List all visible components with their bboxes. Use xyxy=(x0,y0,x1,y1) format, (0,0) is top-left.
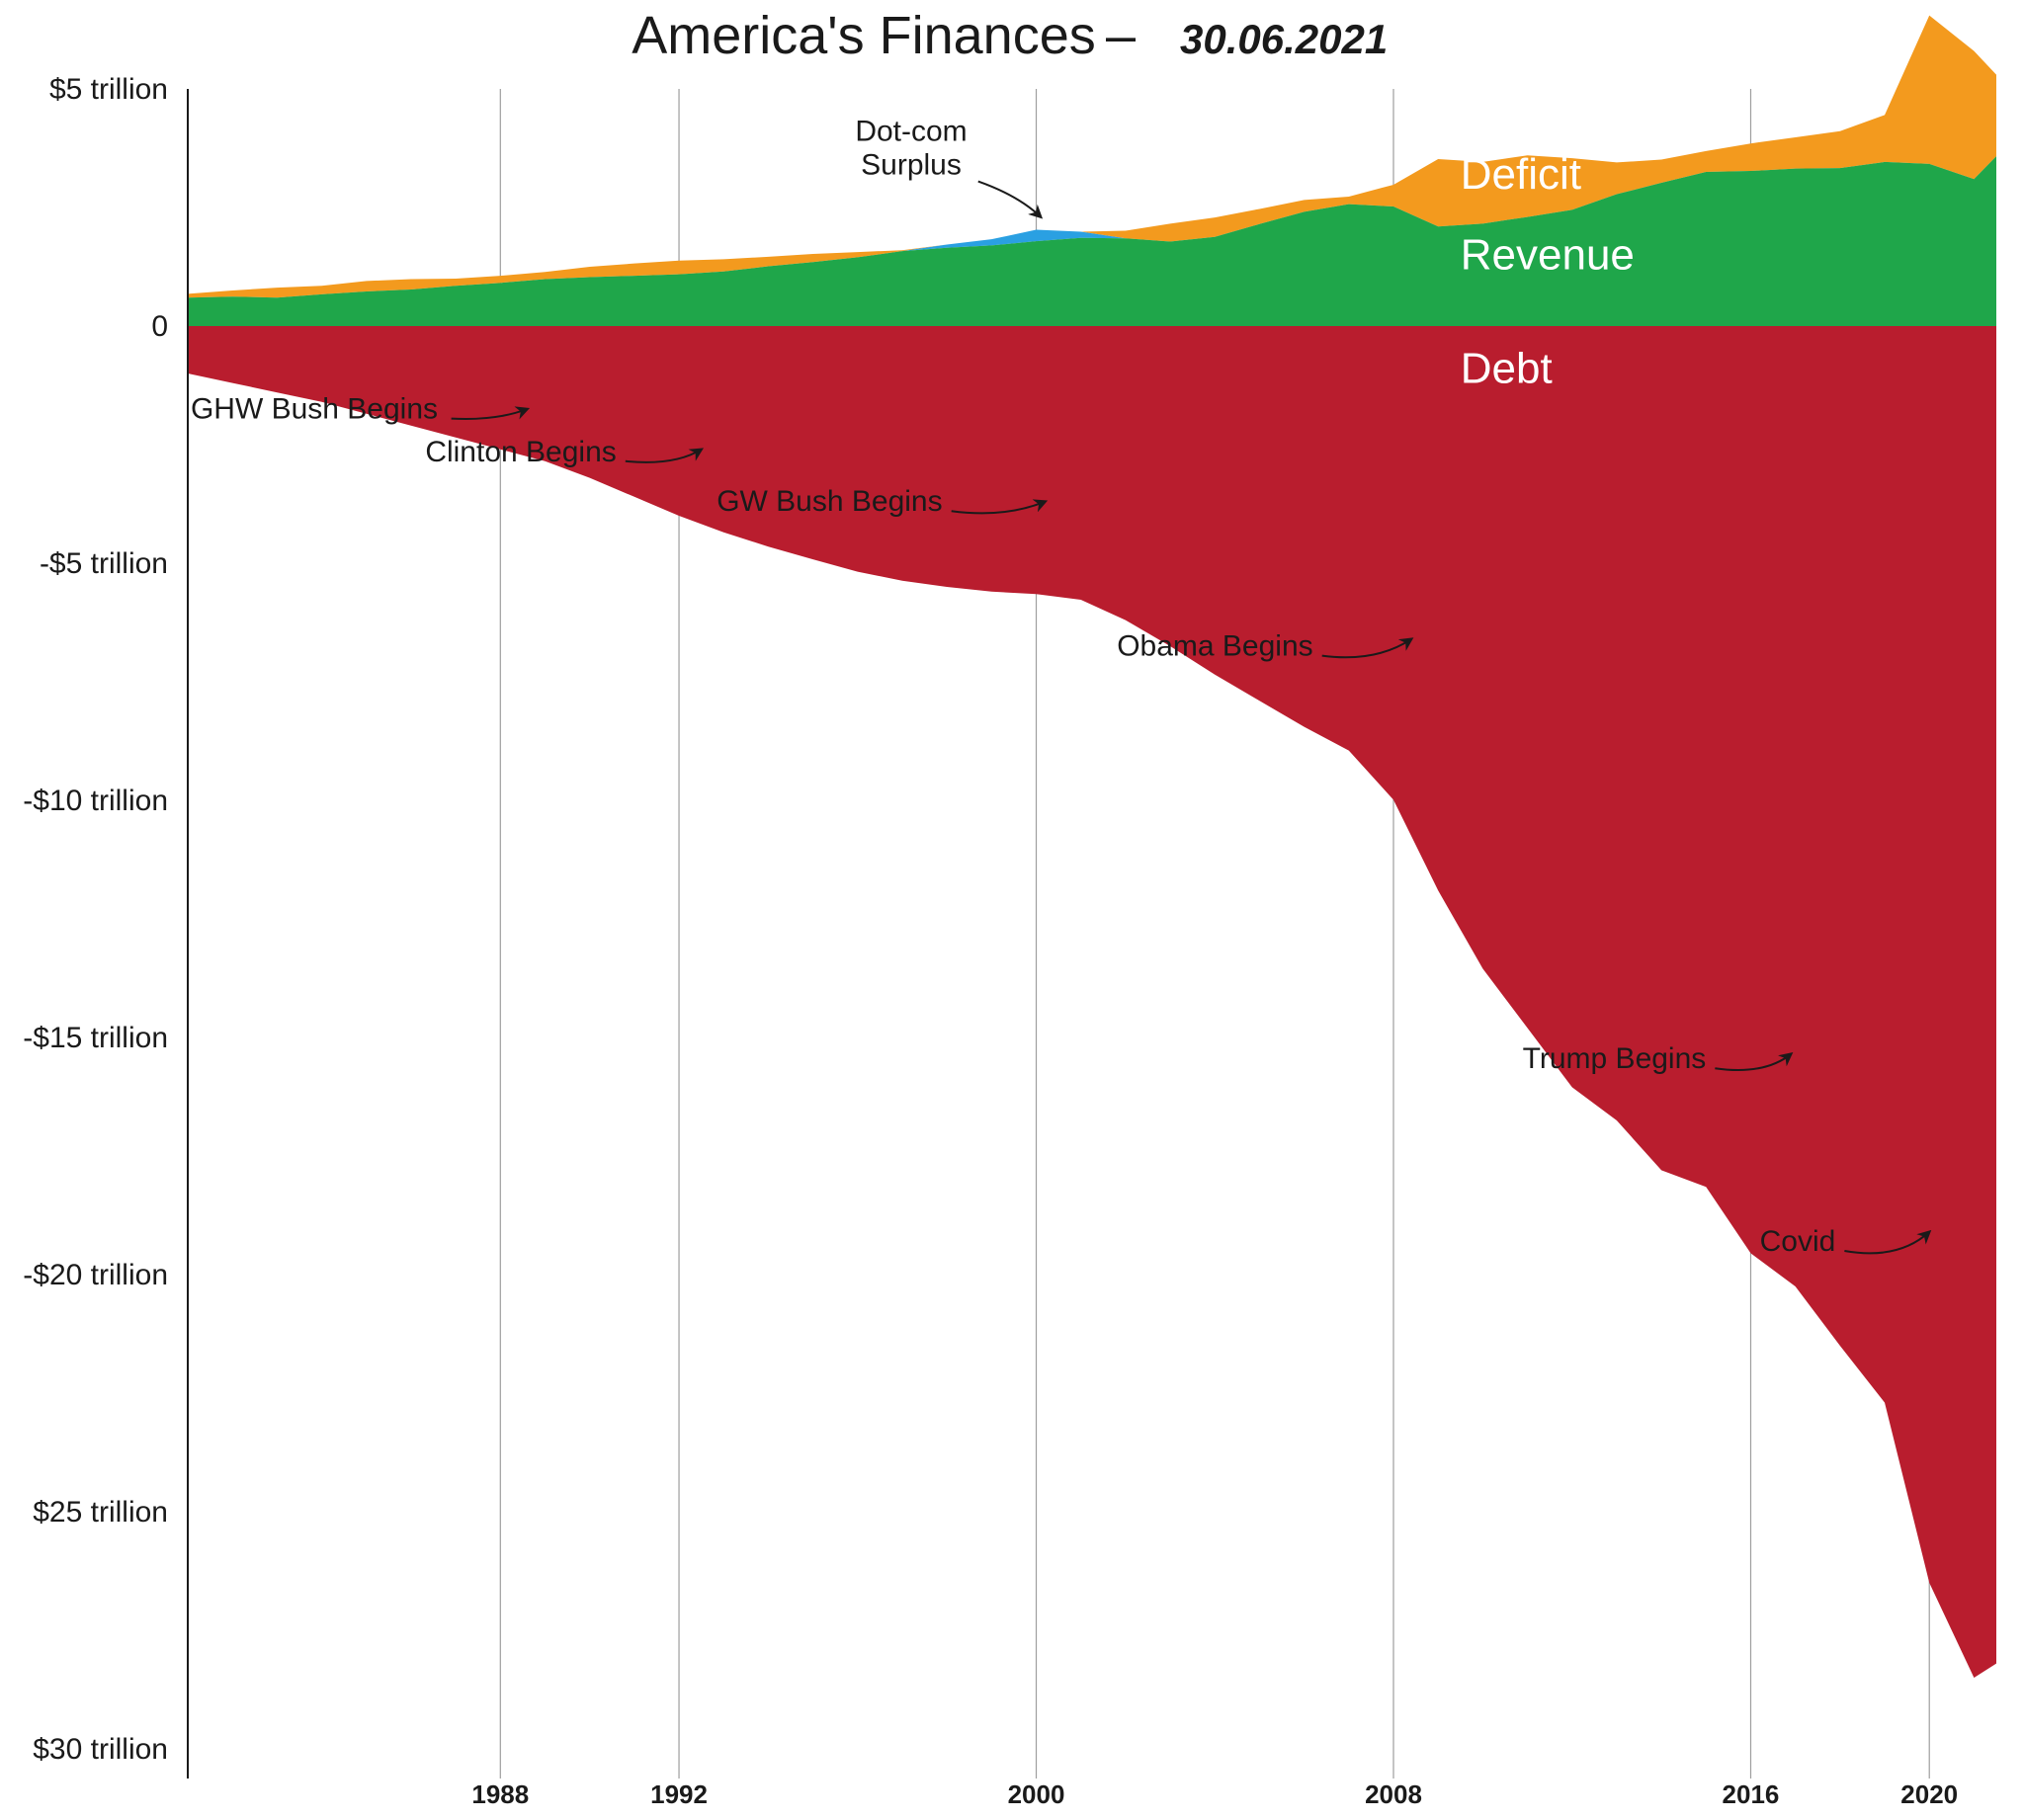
svg-text:–: – xyxy=(1106,6,1136,65)
annotation-text: Surplus xyxy=(861,149,962,182)
x-tick-label: 2020 xyxy=(1900,1779,1958,1809)
x-tick-label: 2016 xyxy=(1723,1779,1780,1809)
x-tick-label: 1992 xyxy=(650,1779,708,1809)
revenue-label: Revenue xyxy=(1461,230,1635,279)
finances-area-chart: America's Finances–30.06.2021 $5 trillion… xyxy=(0,0,2024,1820)
deficit-label: Deficit xyxy=(1461,150,1581,199)
y-tick-label: -$10 trillion xyxy=(23,785,168,817)
x-tick-label: 1988 xyxy=(471,1779,529,1809)
y-tick-label: -$20 trillion xyxy=(23,1259,168,1291)
y-tick-label: -$15 trillion xyxy=(23,1022,168,1054)
y-tick-label: $25 trillion xyxy=(33,1496,168,1529)
x-tick-label: 2008 xyxy=(1365,1779,1422,1809)
annotation-text: Dot-com xyxy=(855,116,967,148)
y-tick-label: $30 trillion xyxy=(33,1733,168,1766)
annotation-text: Obama Begins xyxy=(1117,630,1312,663)
svg-text:30.06.2021: 30.06.2021 xyxy=(1180,16,1388,62)
y-tick-label: -$5 trillion xyxy=(40,547,168,580)
x-tick-label: 2000 xyxy=(1008,1779,1065,1809)
svg-text:America's Finances: America's Finances xyxy=(632,6,1095,65)
annotation-text: GW Bush Begins xyxy=(717,485,942,518)
debt-label: Debt xyxy=(1461,345,1553,393)
y-tick-label: 0 xyxy=(151,310,168,343)
y-tick-label: $5 trillion xyxy=(49,73,168,106)
annotation-text: Covid xyxy=(1760,1225,1836,1258)
annotation-text: GHW Bush Begins xyxy=(191,393,438,426)
annotation-text: Clinton Begins xyxy=(425,436,616,468)
annotation-text: Trump Begins xyxy=(1523,1042,1707,1075)
